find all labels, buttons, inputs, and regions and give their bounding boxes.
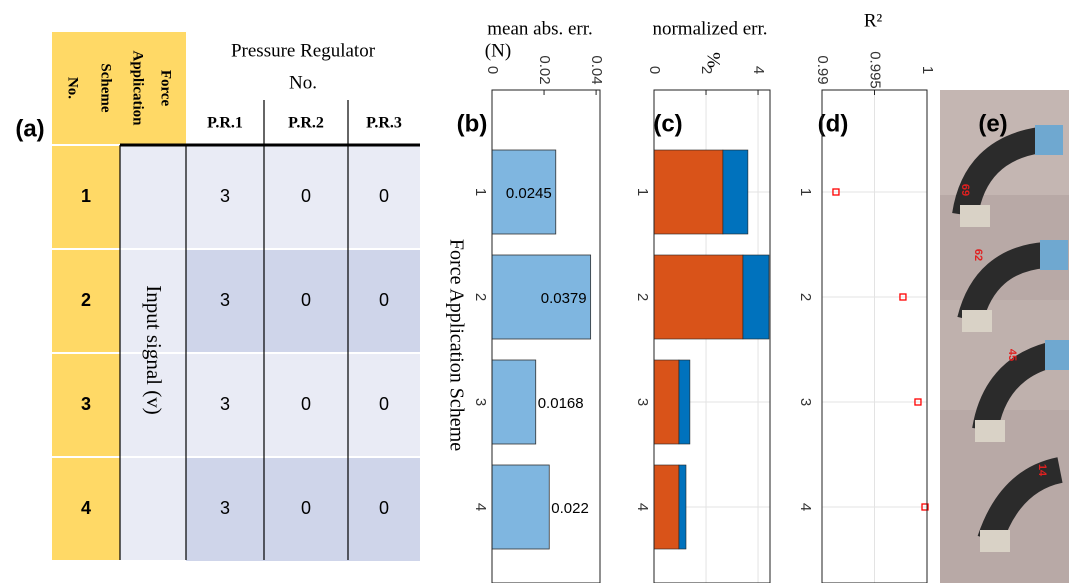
plot-box [491,89,601,583]
x-tick-label: 0.99 [814,55,831,84]
category-label: 1 [797,188,814,196]
point [921,503,929,511]
bar-segment [653,254,744,340]
point [914,398,922,406]
row-label: 4 [81,498,91,518]
x-tick-label: 0.02 [536,55,553,84]
photo-label: 45 [1006,349,1018,361]
scheme-header: Force [158,70,174,107]
category-label: 4 [634,503,651,511]
cell-value: 0 [301,186,311,206]
photo-strip [940,90,1069,583]
bar-segment [678,464,687,550]
category-label: 2 [634,293,651,301]
x-tick-label: 1 [919,66,936,74]
bar [491,254,592,340]
cell-value: 3 [220,186,230,206]
cell-value: 0 [301,498,311,518]
data-label: 0.0245 [506,185,552,202]
row-label: 3 [81,394,91,414]
signal-label: Input signal (v) [142,285,166,414]
panel-label: (c) [653,110,682,137]
x-tick-label: 2 [698,66,715,74]
category-label: 3 [472,398,489,406]
scheme-header: No. [65,77,81,99]
x-tick-label: 0.04 [588,55,605,84]
point [899,293,907,301]
category-label: 1 [634,188,651,196]
bar-segment [678,359,691,445]
category-label: 3 [634,398,651,406]
bar-segment [742,254,770,340]
cell-value: 0 [379,498,389,518]
category-label: 2 [472,293,489,301]
point [832,188,840,196]
panel-label: (e) [978,110,1007,137]
column-header: P.R.1 [207,115,243,132]
row-label: 1 [81,186,91,206]
column-header: P.R.3 [366,115,402,132]
bar [491,464,550,550]
axis-title: R² [864,10,883,31]
cell-value: 3 [220,290,230,310]
data-label: 0.022 [551,500,589,517]
cell-value: 0 [379,394,389,414]
axis-title: % [703,52,724,68]
cell-value: 0 [301,290,311,310]
header-cell [52,32,186,145]
panel-label: (a) [15,115,44,142]
category-label: 4 [797,503,814,511]
panel-label: (d) [818,110,849,137]
cell-value: 0 [301,394,311,414]
category-label: 3 [797,398,814,406]
bar-segment [653,359,680,445]
panel-label: (b) [457,110,488,137]
plot-box [653,89,771,583]
data-row [186,145,420,249]
y-axis-title: Force Application Scheme [445,239,467,451]
bar [491,359,537,445]
row-label: 2 [81,290,91,310]
cell-value: 0 [379,290,389,310]
scheme-header: Scheme [98,63,114,112]
cell-value: 3 [220,394,230,414]
axis-title: normalized err. [652,18,767,39]
regulator-header: No. [289,72,317,93]
x-tick-label: 4 [750,66,767,74]
photo-label: 62 [972,249,984,261]
x-tick-label: 0 [484,66,501,74]
data-row [186,457,420,561]
cell-value: 3 [220,498,230,518]
axis-title: mean abs. err. [487,18,593,39]
photo-label: 14 [1036,464,1048,477]
data-label: 0.0168 [538,395,584,412]
regulator-header: Pressure Regulator [231,40,376,61]
bar [491,149,557,235]
plot-box [821,89,928,583]
column-header: P.R.2 [288,115,324,132]
axis-title: (N) [485,40,511,61]
category-label: 2 [797,293,814,301]
bar-segment [653,149,724,235]
x-tick-label: 0.995 [867,51,884,89]
data-row [186,353,420,457]
x-tick-label: 0 [646,66,663,74]
category-label: 1 [472,188,489,196]
cell-value: 0 [379,186,389,206]
category-label: 4 [472,503,489,511]
data-label: 0.0379 [541,290,587,307]
bar-segment [653,464,680,550]
scheme-header: Application [130,50,146,126]
photo-label: 69 [959,184,971,196]
data-row [186,249,420,353]
bar-segment [722,149,749,235]
